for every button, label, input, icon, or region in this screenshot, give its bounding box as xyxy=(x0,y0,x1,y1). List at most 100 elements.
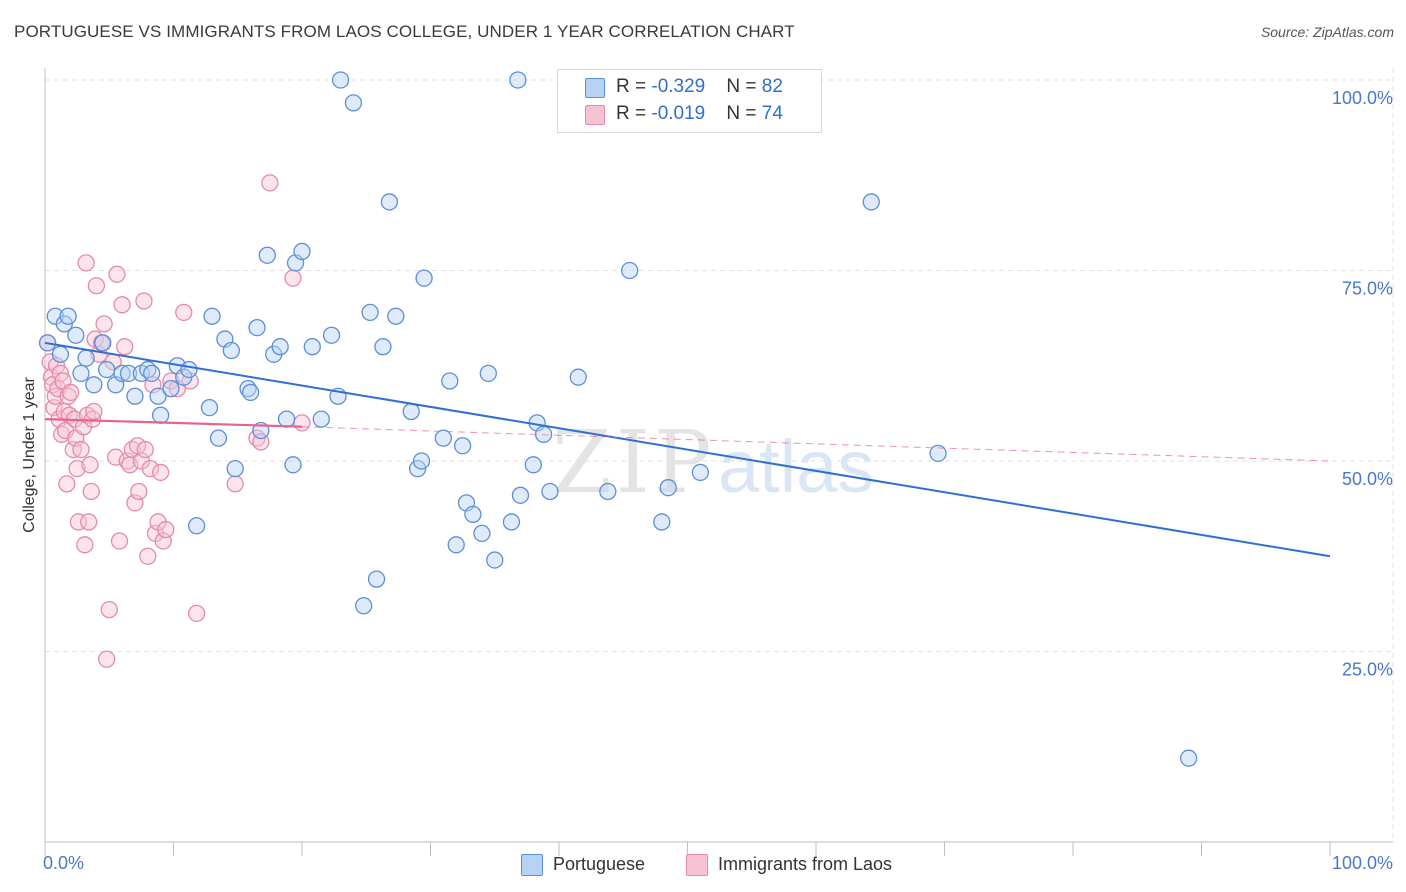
portuguese-point xyxy=(380,193,399,211)
portuguese-point xyxy=(541,482,559,501)
portuguese-point xyxy=(659,479,677,497)
legend-label-laos: Immigrants from Laos xyxy=(718,854,893,874)
portuguese-point xyxy=(303,338,321,356)
portuguese-point xyxy=(441,372,459,390)
watermark-zip: ZIP xyxy=(552,413,716,513)
portuguese-point xyxy=(344,94,363,112)
portuguese-point xyxy=(72,364,90,383)
portuguese-point xyxy=(284,456,302,474)
portuguese-point xyxy=(85,376,103,394)
laos-point xyxy=(58,475,76,493)
portuguese-point xyxy=(412,452,431,470)
laos-point xyxy=(87,277,106,295)
portuguese-swatch xyxy=(585,78,605,98)
portuguese-point xyxy=(226,459,244,478)
portuguese-point xyxy=(862,193,880,211)
laos-point xyxy=(261,174,279,192)
y-tick-label: 50.0% xyxy=(1342,469,1393,489)
chart-title: PORTUGUESE VS IMMIGRANTS FROM LAOS COLLE… xyxy=(14,22,795,41)
portuguese-point xyxy=(447,536,465,554)
n-label: N = xyxy=(726,76,762,97)
portuguese-point xyxy=(464,505,482,523)
tick-labels: 25.0% 50.0% 75.0% 100.0% 0.0% 100.0% xyxy=(43,88,1393,873)
portuguese-point xyxy=(126,387,144,405)
correlation-stats-box: R = -0.329 N = 82 R = -0.019 N = 74 xyxy=(557,69,822,133)
source-label: Source: ZipAtlas.com xyxy=(1260,24,1394,40)
portuguese-point xyxy=(473,524,491,543)
portuguese-point xyxy=(929,444,947,463)
laos-point xyxy=(81,456,99,474)
portuguese-point xyxy=(51,345,70,363)
portuguese-point xyxy=(511,486,530,504)
laos-point xyxy=(157,520,175,539)
portuguese-point xyxy=(322,326,341,344)
laos-point xyxy=(139,547,157,565)
portuguese-point xyxy=(187,517,206,535)
stats-text-laos: R = -0.019 N = 74 xyxy=(616,101,783,127)
laos-point xyxy=(113,296,131,314)
laos-point xyxy=(100,600,118,619)
portuguese-point xyxy=(453,437,472,455)
laos-point xyxy=(62,383,80,402)
laos-point xyxy=(130,482,148,501)
laos-trend-line xyxy=(44,417,303,428)
r-value: -0.019 xyxy=(651,103,706,124)
portuguese-point xyxy=(271,338,289,356)
portuguese-point xyxy=(402,402,420,421)
x-tick-label: 100.0% xyxy=(1332,853,1393,873)
portuguese-point xyxy=(94,334,112,352)
laos-point xyxy=(110,532,129,550)
laos-point xyxy=(108,265,126,283)
portuguese-point xyxy=(222,341,240,360)
portuguese-point xyxy=(415,269,433,287)
portuguese-point xyxy=(374,338,392,356)
portuguese-point xyxy=(599,482,617,501)
laos-point xyxy=(76,536,94,554)
portuguese-point xyxy=(248,318,266,337)
n-value: 74 xyxy=(761,103,783,124)
n-label: N = xyxy=(726,103,762,124)
portuguese-point xyxy=(434,429,453,447)
portuguese-point xyxy=(293,242,311,261)
portuguese-point xyxy=(361,303,379,322)
portuguese-point xyxy=(67,326,85,344)
portuguese-point xyxy=(59,307,77,325)
laos-point xyxy=(80,513,98,531)
laos-point xyxy=(141,459,160,478)
laos-point xyxy=(136,440,154,459)
laos-point xyxy=(135,292,153,310)
y-tick-label: 25.0% xyxy=(1342,660,1393,680)
laos-point xyxy=(175,303,193,322)
laos-point xyxy=(82,482,100,501)
n-value: 82 xyxy=(761,76,783,97)
portuguese-point xyxy=(486,551,504,569)
portuguese-point xyxy=(509,71,527,89)
laos-point xyxy=(68,459,86,478)
laos-point xyxy=(151,463,170,482)
legend-label-portuguese: Portuguese xyxy=(553,854,646,874)
portuguese-point xyxy=(200,399,219,417)
portuguese-point xyxy=(209,429,228,447)
portuguese-point xyxy=(113,364,131,383)
portuguese-point xyxy=(180,360,198,379)
y-tick-label: 100.0% xyxy=(1332,88,1393,108)
portuguese-point xyxy=(691,463,709,482)
laos-trend-line-dashed xyxy=(301,426,1331,462)
portuguese-point xyxy=(162,379,180,398)
watermark-atlas: atlas xyxy=(718,425,874,508)
laos-point xyxy=(187,604,206,623)
laos-point xyxy=(72,440,90,459)
portuguese-point xyxy=(387,307,405,325)
portuguese-trend-line xyxy=(44,341,1331,558)
portuguese-point xyxy=(277,410,296,428)
trend-lines xyxy=(44,341,1331,558)
portuguese-point xyxy=(502,513,521,531)
laos-point xyxy=(284,269,302,287)
portuguese-point xyxy=(149,387,167,405)
legend-swatch-laos xyxy=(686,854,708,876)
y-axis-label: College, Under 1 year xyxy=(21,377,38,533)
series-portuguese-points xyxy=(38,71,1198,767)
laos-point xyxy=(116,338,134,356)
portuguese-point xyxy=(143,364,161,383)
r-label: R = xyxy=(616,76,652,97)
